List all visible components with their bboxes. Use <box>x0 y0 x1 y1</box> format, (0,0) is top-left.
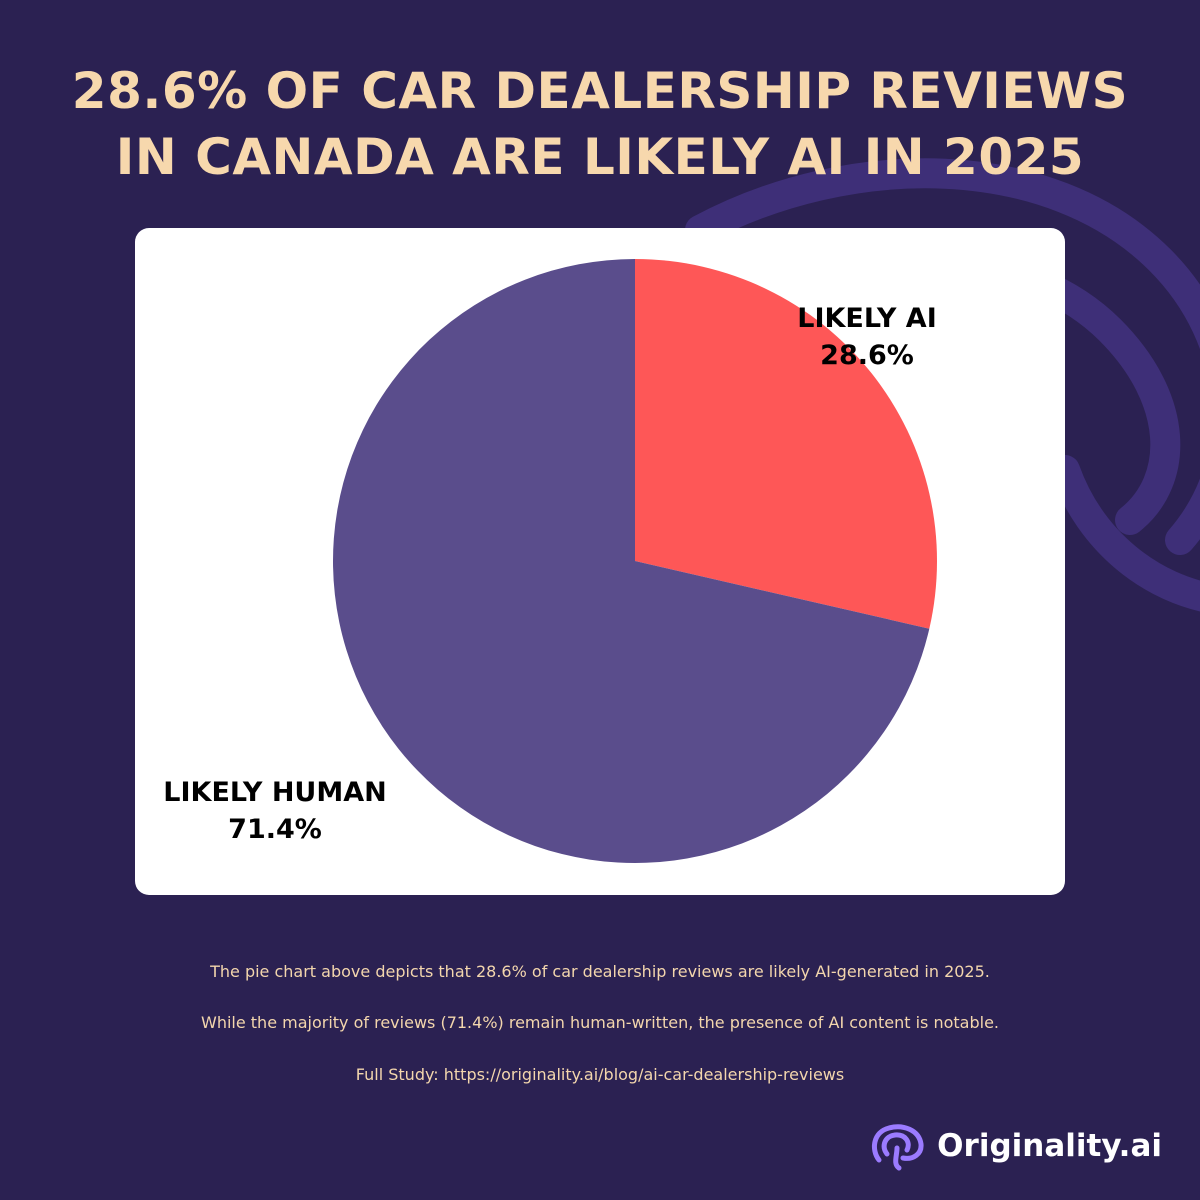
slice-label-ai-name: LIKELY AI <box>797 303 937 334</box>
brand-logo: Originality.ai <box>869 1120 1162 1172</box>
pie-chart <box>333 259 937 863</box>
slice-label-ai-value: 28.6% <box>820 340 914 371</box>
brand-name: Originality.ai <box>937 1128 1162 1164</box>
chart-title: 28.6% OF CAR DEALERSHIP REVIEWS IN CANAD… <box>71 62 1129 186</box>
pie-slice-likely-human <box>333 259 930 863</box>
slice-label-human-value: 71.4% <box>228 814 322 845</box>
caption-summary: The pie chart above depicts that 28.6% o… <box>210 962 990 981</box>
slice-label-ai: LIKELY AI 28.6% <box>737 300 997 374</box>
chart-card: LIKELY AI 28.6% LIKELY HUMAN 71.4% <box>135 228 1065 895</box>
caption-source-link[interactable]: Full Study: https://originality.ai/blog/… <box>355 1065 845 1084</box>
caption-detail: While the majority of reviews (71.4%) re… <box>201 1013 999 1032</box>
slice-label-human: LIKELY HUMAN 71.4% <box>125 774 425 848</box>
brain-logo-icon <box>872 1124 924 1171</box>
pie-slice-likely-ai <box>635 259 937 629</box>
slice-label-human-name: LIKELY HUMAN <box>163 777 387 808</box>
